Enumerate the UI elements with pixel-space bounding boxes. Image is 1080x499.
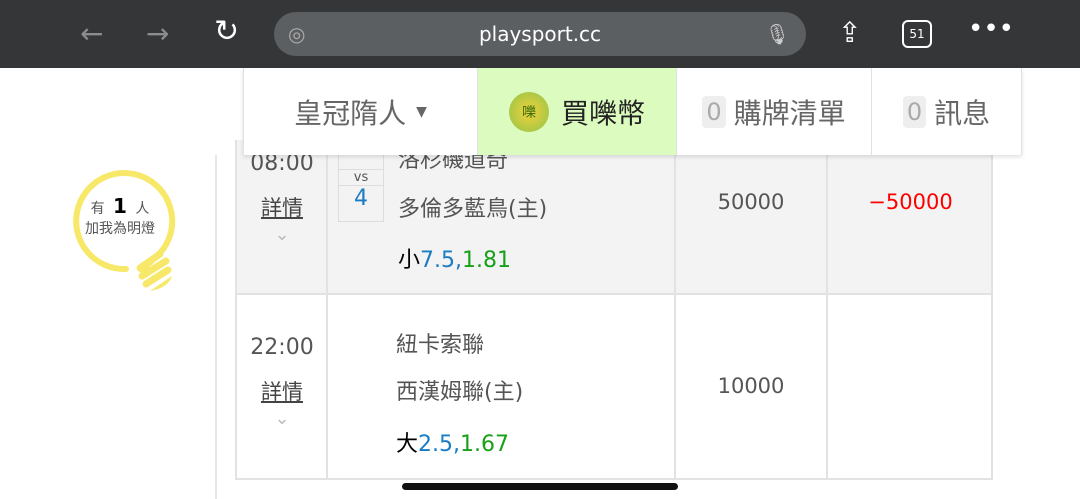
buy-coin-button[interactable]: 嚛 買嚛幣: [478, 68, 677, 155]
caret-down-icon: ▼: [416, 103, 427, 120]
home-indicator: [402, 483, 678, 490]
chevron-down-icon[interactable]: ⌄: [274, 224, 290, 245]
detail-link[interactable]: 詳情: [261, 196, 303, 220]
forward-icon[interactable]: →: [146, 17, 170, 50]
reload-icon[interactable]: ↻: [214, 14, 240, 49]
pick: 大: [396, 432, 419, 457]
divider: [215, 155, 217, 499]
msg-label: 訊息: [934, 96, 991, 130]
cart-button[interactable]: 0 購牌清單: [677, 68, 872, 155]
bet-line: 大2.5,1.67: [396, 426, 509, 458]
home-team: 多倫多藍鳥(主): [398, 197, 548, 222]
lightbulb-icon: [73, 170, 176, 291]
table-row: 5 vs 4 洛杉磯道奇 多倫多藍鳥(主) 小7.5,1.81 08:00 詳情…: [235, 134, 993, 295]
home-team: 西漢姆聯(主): [396, 380, 524, 405]
username: 皇冠隋人: [294, 96, 407, 130]
bet-result: −50000: [868, 190, 953, 214]
bulb-prefix: 有: [90, 201, 105, 217]
address-bar[interactable]: ◎ playsport.cc 🎙: [274, 12, 806, 56]
mic-icon[interactable]: 🎙: [764, 22, 790, 46]
tabs-button[interactable]: 51: [902, 20, 932, 48]
odds: 1.67: [460, 432, 509, 457]
bulb-count: 1: [113, 194, 127, 218]
score-home: 4: [354, 186, 368, 211]
buy-coin-label: 買嚛幣: [560, 96, 645, 130]
coin-logo-icon: 嚛: [508, 91, 549, 132]
messages-button[interactable]: 0 訊息: [872, 68, 1022, 155]
bet-line: 小7.5,1.81: [398, 242, 511, 274]
bulb-suffix: 人: [135, 201, 150, 217]
share-icon[interactable]: ⇪: [838, 16, 862, 49]
handicap: 2.5,: [418, 432, 460, 457]
more-icon[interactable]: •••: [968, 14, 1015, 44]
lens-icon[interactable]: ◎: [288, 22, 306, 46]
back-icon[interactable]: ←: [80, 17, 104, 50]
chevron-down-icon[interactable]: ⌄: [274, 408, 290, 429]
bulb-sub: 加我為明燈: [85, 221, 155, 237]
cart-count: 0: [702, 95, 726, 128]
bet-amount: 10000: [717, 374, 785, 398]
table-row: 紐卡索聯 西漢姆聯(主) 大2.5,1.67 22:00 詳情 ⌄ 10000: [235, 295, 993, 480]
vs-label: vs: [339, 169, 383, 186]
user-menu[interactable]: 皇冠隋人 ▼: [243, 68, 478, 155]
url-text: playsport.cc: [478, 22, 602, 46]
site-header: 皇冠隋人 ▼ 嚛 買嚛幣 0 購牌清單 0 訊息: [243, 68, 1022, 155]
away-team: 紐卡索聯: [396, 333, 485, 358]
browser-toolbar: ← → ↻ ◎ playsport.cc 🎙 ⇪ 51 •••: [0, 0, 1080, 68]
match-time: 22:00: [250, 335, 314, 360]
match-time: 08:00: [250, 151, 314, 176]
msg-count: 0: [902, 95, 927, 128]
bet-amount: 50000: [717, 190, 785, 214]
cart-label: 購牌清單: [733, 96, 846, 130]
handicap: 7.5,: [420, 248, 462, 273]
detail-link[interactable]: 詳情: [261, 380, 303, 404]
pick: 小: [398, 248, 421, 273]
odds: 1.81: [462, 248, 511, 273]
bulb-text: 有 1 人 加我為明燈: [70, 194, 170, 238]
